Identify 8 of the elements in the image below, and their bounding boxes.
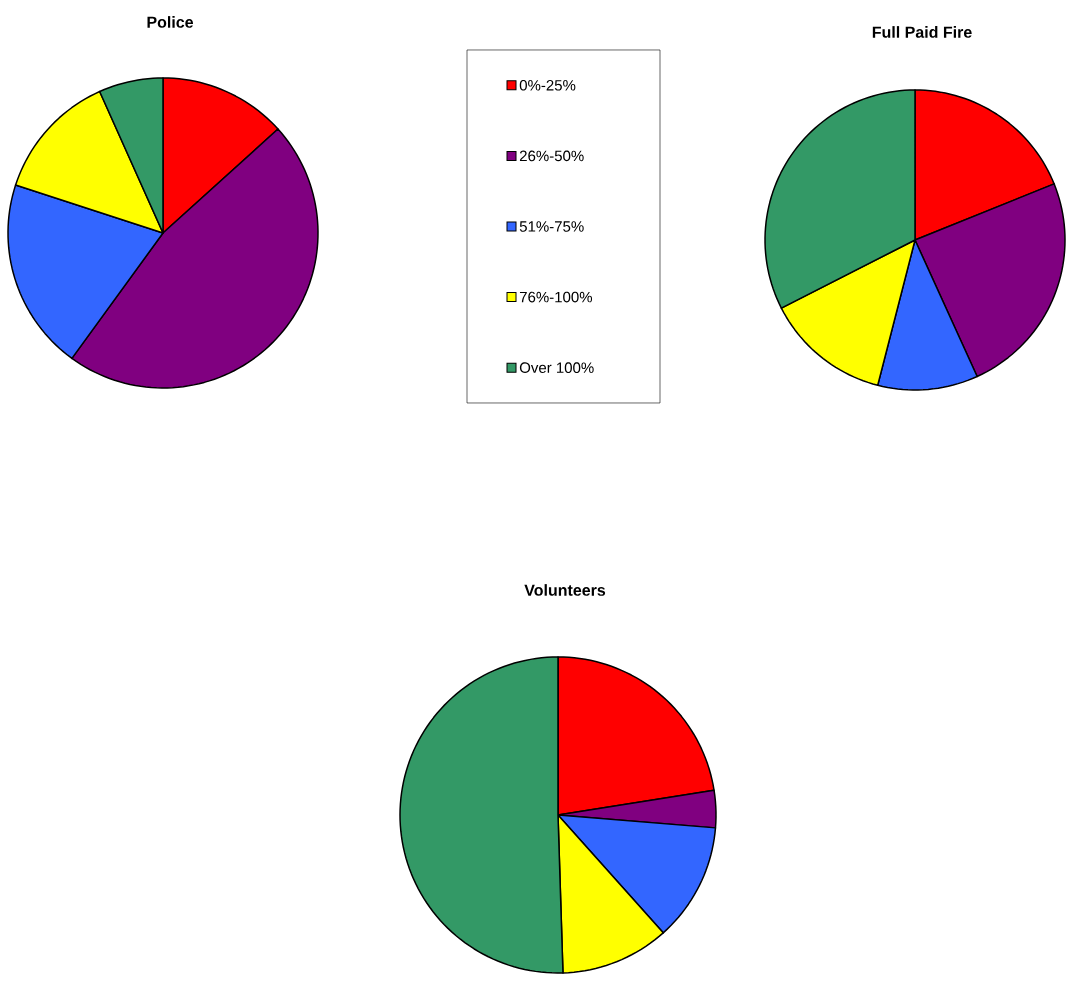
chart-title: Full Paid Fire xyxy=(872,26,972,38)
legend-label: 76%-100% xyxy=(519,291,593,303)
legend-label: Over 100% xyxy=(519,362,594,373)
legend-label: 26%-50% xyxy=(519,150,584,162)
legend-label: 51%-75% xyxy=(519,221,584,232)
chart-title: Volunteers xyxy=(524,584,606,596)
chart-title: Police xyxy=(147,16,194,28)
legend-label: 0%-25% xyxy=(519,79,576,91)
